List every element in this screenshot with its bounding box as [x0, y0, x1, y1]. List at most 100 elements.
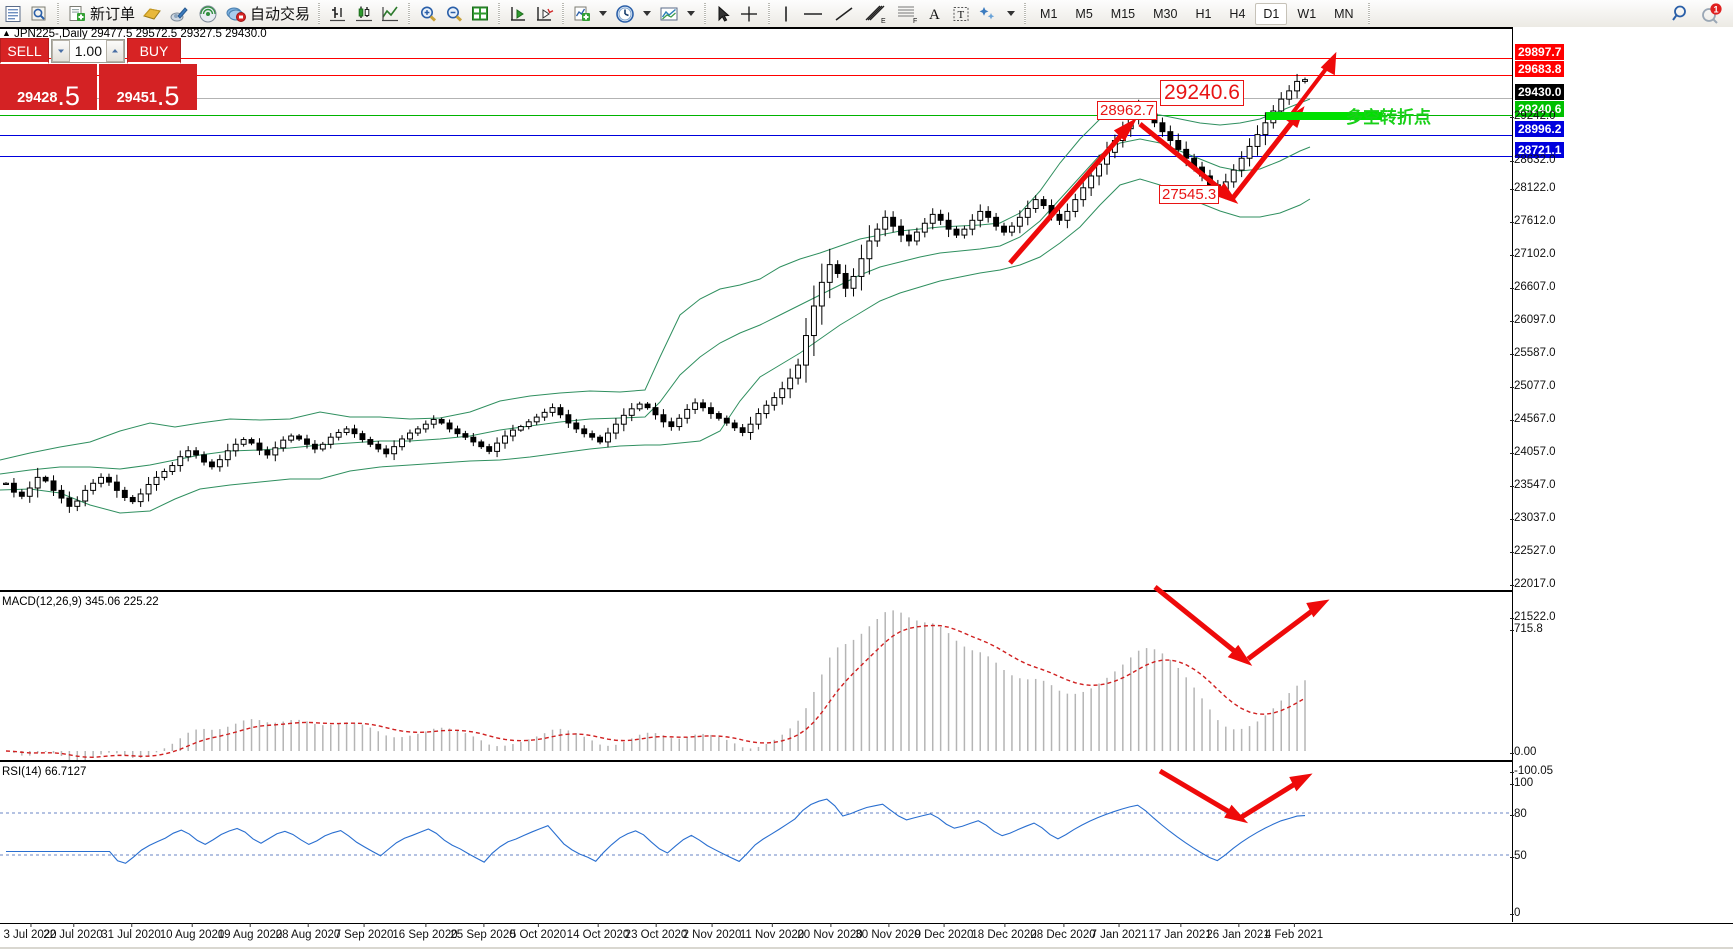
new-order-icon[interactable]: 新订单 [64, 1, 138, 26]
timeframe-m15[interactable]: M15 [1110, 6, 1136, 21]
macd-histogram [13, 610, 1306, 762]
price-label-29897: 29897.7 [1515, 44, 1565, 60]
timeframe-d1[interactable]: D1 [1255, 2, 1288, 25]
price-tick-25077: 25077.0 [1510, 380, 1556, 392]
price-tick-22527: 22527.0 [1510, 545, 1556, 557]
horizontal-line-icon[interactable] [797, 1, 829, 26]
date-tick-15: 30 Nov 2020 [855, 923, 921, 941]
sell-button[interactable]: SELL [0, 38, 49, 64]
search-icon[interactable] [1666, 1, 1696, 26]
auto-scroll-icon[interactable] [531, 1, 557, 26]
shapes-dropdown-caret[interactable] [1007, 11, 1016, 16]
bar-chart-icon[interactable] [325, 1, 351, 26]
volume-increase-button[interactable] [106, 40, 124, 62]
data-window-icon[interactable] [26, 1, 52, 26]
price-axis-separator [1512, 27, 1513, 922]
volume-input[interactable]: 1.00 [70, 40, 106, 62]
rsi-tick-80: 80 [1510, 808, 1527, 820]
price-tick-26607: 26607.0 [1510, 281, 1556, 293]
volume-stepper[interactable]: 1.00 [51, 39, 125, 63]
collapse-triangle-icon[interactable]: ▲ [2, 28, 11, 38]
periods-icon[interactable] [611, 1, 639, 26]
rsi-arrow-down [1158, 768, 1249, 824]
templates-dropdown-caret[interactable] [687, 11, 696, 16]
price-scale[interactable]: 29897.7 29683.8 29430.0 29240.6 28996.2 … [1509, 27, 1733, 922]
price-tick-bottom: 21522.0 [1510, 611, 1556, 623]
rsi-pane-divider [0, 760, 1513, 762]
timeframe-m30[interactable]: M30 [1153, 6, 1178, 21]
date-axis[interactable]: 3 Jul 2020 22 Jul 2020 31 Jul 2020 10 Au… [0, 923, 1733, 950]
date-tick-10: 14 Oct 2020 [566, 923, 630, 941]
shift-end-icon[interactable] [505, 1, 531, 26]
toolbar-separator [57, 3, 59, 24]
cursor-icon[interactable] [711, 1, 735, 26]
date-tick-2: 31 Jul 2020 [101, 923, 161, 941]
text-icon[interactable]: A [923, 1, 947, 26]
date-tick-14: 20 Nov 2020 [797, 923, 863, 941]
one-click-trading-panel[interactable]: SELL 1.00 BUY 29428 .5 [0, 38, 197, 110]
date-tick-19: 7 Jan 2021 [1090, 923, 1148, 941]
indicators-icon[interactable] [569, 1, 595, 26]
price-tick-22017: 22017.0 [1510, 578, 1556, 590]
signals-icon[interactable] [194, 1, 222, 26]
tile-windows-icon[interactable] [467, 1, 493, 26]
price-line-29430 [0, 98, 1512, 99]
rsi-label: RSI(14) 66.7127 [2, 766, 87, 778]
date-tick-4: 19 Aug 2020 [217, 923, 283, 941]
equidistant-channel-icon[interactable]: E [859, 1, 891, 26]
date-tick-8: 25 Sep 2020 [450, 923, 516, 941]
zoom-out-icon[interactable] [441, 1, 467, 26]
periods-dropdown-caret[interactable] [643, 11, 652, 16]
shapes-icon[interactable] [975, 1, 1003, 26]
timeframe-h4[interactable]: H4 [1229, 6, 1246, 21]
rsi-arrow-up [1238, 773, 1313, 821]
timeframe-mn[interactable]: MN [1334, 6, 1354, 21]
rsi-line [6, 798, 1306, 864]
candlestick-series [3, 73, 1308, 513]
crosshair-icon[interactable] [735, 1, 763, 26]
expert-advisor-icon[interactable] [138, 1, 166, 26]
timeframe-m1[interactable]: M1 [1040, 6, 1058, 21]
macd-tick-zero: 0.00 [1509, 746, 1537, 758]
trendline-icon[interactable] [829, 1, 859, 26]
alerts-icon[interactable]: 1 [1696, 1, 1733, 26]
toolbar-separator-7 [768, 3, 771, 24]
quote-row: 29428 .5 29451 .5 [0, 64, 197, 110]
zoom-in-icon[interactable] [415, 1, 441, 26]
price-label-29683: 29683.8 [1515, 61, 1565, 77]
mql5-community-icon[interactable] [166, 1, 194, 26]
indicators-dropdown-caret[interactable] [599, 11, 608, 16]
sell-price[interactable]: 29428 .5 [0, 64, 97, 110]
annotation-28962: 28962.7 [1097, 101, 1158, 120]
date-tick-0: 3 Jul 2020 [3, 923, 57, 941]
trend-arrow-up-1 [1008, 117, 1138, 265]
macd-label: MACD(12,26,9) 345.06 225.22 [2, 596, 159, 608]
buy-button[interactable]: BUY [127, 38, 181, 64]
buy-price[interactable]: 29451 .5 [99, 64, 197, 110]
text-label-icon[interactable]: T [947, 1, 975, 26]
macd-drawing-surface [5, 585, 1330, 762]
vertical-line-icon[interactable] [775, 1, 797, 26]
timeframe-w1[interactable]: W1 [1297, 6, 1317, 21]
candlestick-chart-icon[interactable] [351, 1, 377, 26]
price-tick-23547: 23547.0 [1510, 479, 1556, 491]
timeframe-m5[interactable]: M5 [1075, 6, 1093, 21]
new-order-label: 新订单 [90, 5, 136, 23]
timeframe-h1[interactable]: H1 [1195, 6, 1212, 21]
terminal-icon[interactable] [0, 1, 26, 26]
date-tick-1: 22 Jul 2020 [43, 923, 103, 941]
price-label-28996: 28996.2 [1515, 121, 1565, 137]
annotation-29240: 29240.6 [1160, 80, 1244, 106]
volume-decrease-button[interactable] [52, 40, 70, 62]
templates-icon[interactable] [655, 1, 683, 26]
date-tick-20: 17 Jan 2021 [1148, 923, 1212, 941]
fibonacci-icon[interactable]: F [891, 1, 923, 26]
autotrading-icon[interactable]: 自动交易 [222, 1, 313, 26]
line-chart-icon[interactable] [377, 1, 403, 26]
target-zone-bar [1266, 112, 1382, 120]
bollinger-middle-band [0, 138, 1311, 475]
chart-area[interactable]: ▲ JPN225-,Daily 29477.5 29572.5 29327.5 … [0, 27, 1733, 950]
price-label-28721: 28721.1 [1515, 142, 1565, 158]
price-tick-23037: 23037.0 [1510, 512, 1556, 524]
price-line-28721 [0, 156, 1512, 157]
